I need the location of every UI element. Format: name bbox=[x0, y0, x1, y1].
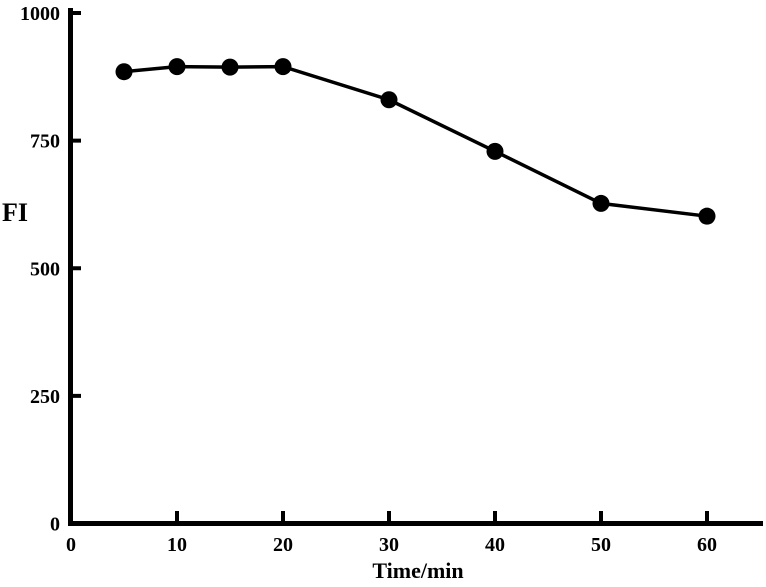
data-point-marker bbox=[486, 142, 504, 160]
data-point-marker bbox=[274, 58, 292, 76]
y-axis-label: FI bbox=[2, 198, 28, 227]
data-point-marker bbox=[115, 63, 133, 81]
data-series bbox=[115, 58, 716, 225]
x-tick-label: 30 bbox=[379, 534, 399, 556]
y-tick-label: 500 bbox=[30, 258, 60, 280]
data-point-marker bbox=[380, 91, 398, 109]
x-tick-label: 10 bbox=[167, 534, 187, 556]
y-tick-label: 750 bbox=[30, 131, 60, 153]
tick-labels: 0 10 20 30 40 50 60 0 250 500 750 1000 bbox=[20, 3, 717, 556]
x-tick-label: 60 bbox=[697, 534, 717, 556]
y-tick-label: 0 bbox=[50, 514, 60, 536]
y-tick-label: 250 bbox=[30, 386, 60, 408]
x-tick-label: 40 bbox=[485, 534, 505, 556]
x-axis-label: Time/min bbox=[372, 558, 463, 583]
data-point-marker bbox=[698, 207, 716, 225]
data-point-marker bbox=[592, 194, 610, 212]
data-point-marker bbox=[168, 58, 186, 76]
tick-marks bbox=[71, 11, 709, 521]
axes bbox=[68, 8, 763, 526]
x-tick-label: 50 bbox=[591, 534, 611, 556]
x-tick-label: 20 bbox=[273, 534, 293, 556]
data-line bbox=[123, 64, 708, 218]
data-point-marker bbox=[221, 58, 239, 76]
y-tick-label: 1000 bbox=[20, 3, 60, 25]
x-tick-label: 0 bbox=[66, 534, 76, 556]
